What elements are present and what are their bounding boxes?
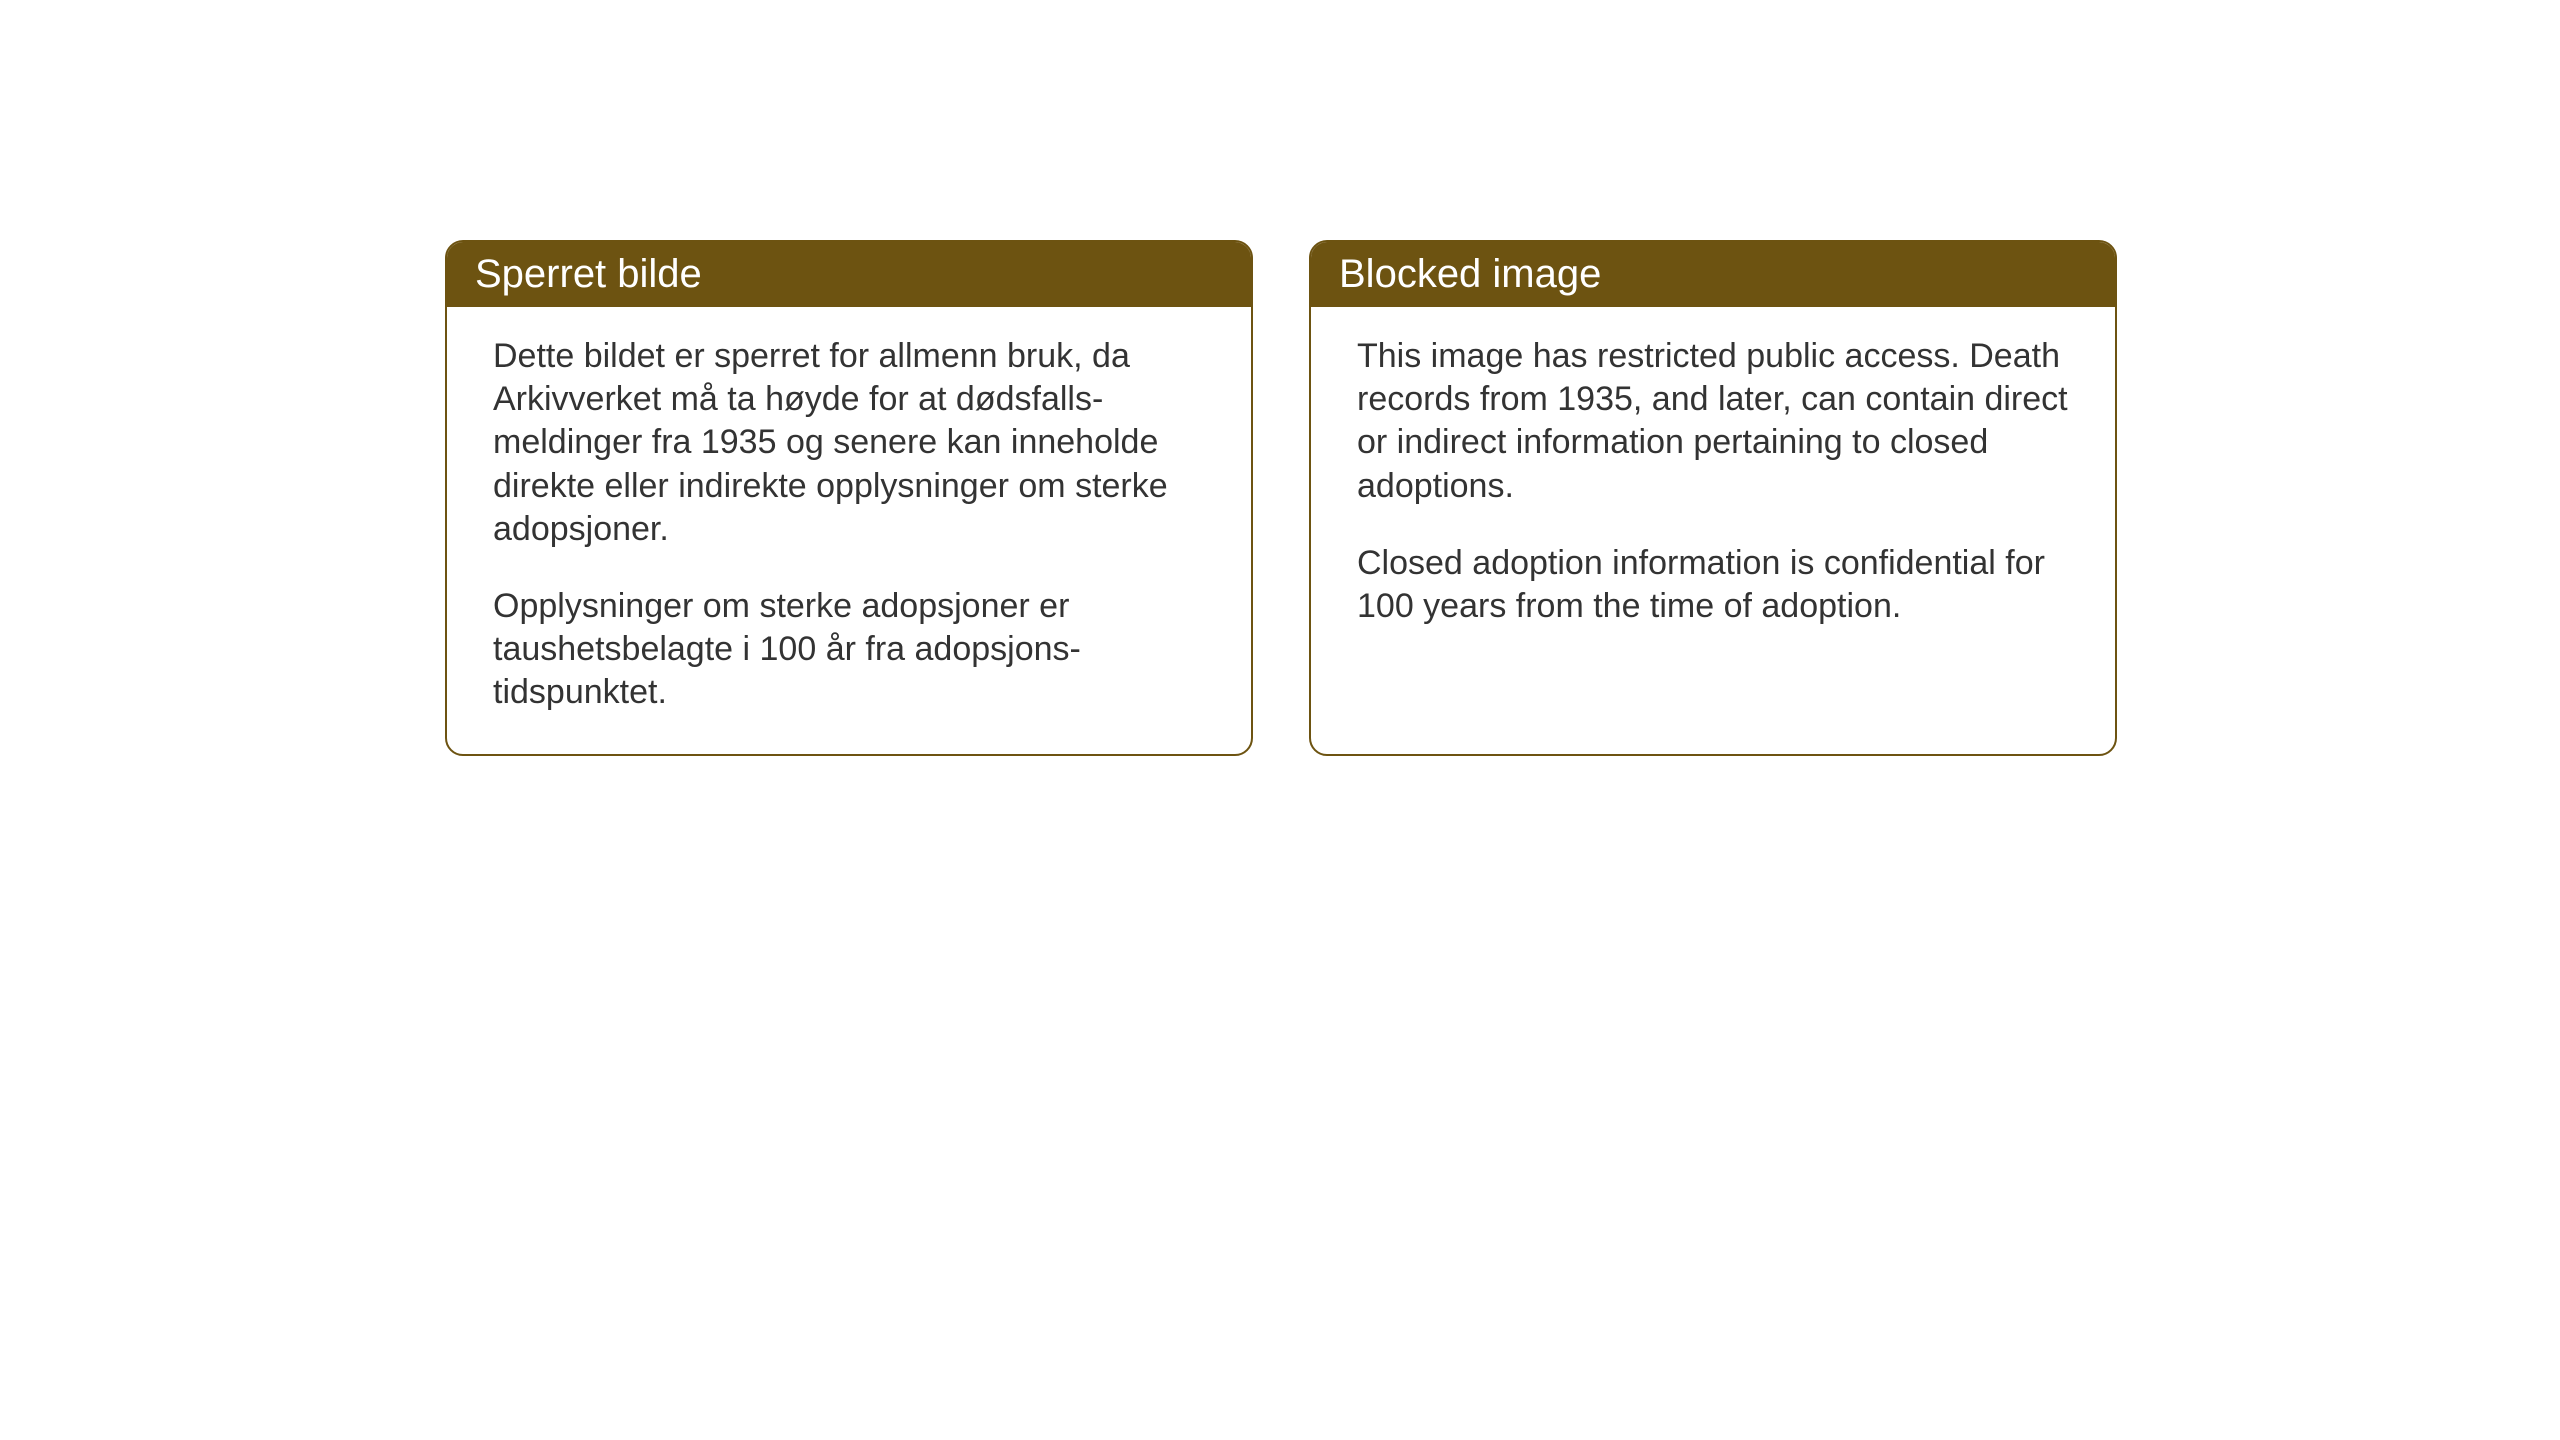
norwegian-paragraph-1: Dette bildet er sperret for allmenn bruk… <box>493 335 1205 551</box>
english-paragraph-1: This image has restricted public access.… <box>1357 335 2069 508</box>
english-card-title: Blocked image <box>1311 242 2115 307</box>
norwegian-paragraph-2: Opplysninger om sterke adopsjoner er tau… <box>493 585 1205 715</box>
notice-container: Sperret bilde Dette bildet er sperret fo… <box>445 240 2117 756</box>
english-paragraph-2: Closed adoption information is confident… <box>1357 542 2069 628</box>
english-card-body: This image has restricted public access.… <box>1311 307 2115 668</box>
norwegian-card-title: Sperret bilde <box>447 242 1251 307</box>
norwegian-card: Sperret bilde Dette bildet er sperret fo… <box>445 240 1253 756</box>
english-card: Blocked image This image has restricted … <box>1309 240 2117 756</box>
norwegian-card-body: Dette bildet er sperret for allmenn bruk… <box>447 307 1251 754</box>
